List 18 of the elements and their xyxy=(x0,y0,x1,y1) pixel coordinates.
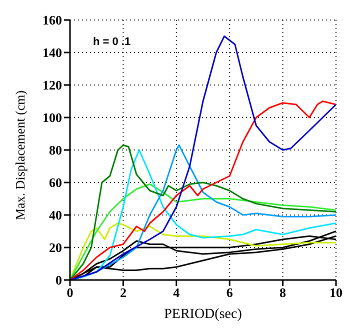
x-axis-title: PERIOD(sec) xyxy=(164,307,242,322)
y-tick-label: 120 xyxy=(42,78,62,93)
y-tick-label: 160 xyxy=(42,12,62,28)
x-tick-label: 0 xyxy=(66,285,74,300)
x-tick-label: 6 xyxy=(226,285,234,300)
x-tick-label: 2 xyxy=(120,285,126,300)
y-tick-label: 80 xyxy=(49,142,62,158)
y-tick-label: 60 xyxy=(49,175,62,190)
x-tick-label: 8 xyxy=(280,285,287,300)
y-axis-title: Max. Displacement (cm) xyxy=(12,90,28,220)
y-tick-label: 0 xyxy=(56,272,62,288)
x-tick-label: 4 xyxy=(173,285,180,300)
y-tick-label: 40 xyxy=(49,208,62,223)
y-tick-label: 140 xyxy=(42,45,62,60)
annotation: h = 0 .1 xyxy=(93,36,131,48)
y-tick-label: 100 xyxy=(42,110,62,126)
x-tick-label: 10 xyxy=(330,285,342,300)
y-tick-label: 20 xyxy=(49,240,62,256)
